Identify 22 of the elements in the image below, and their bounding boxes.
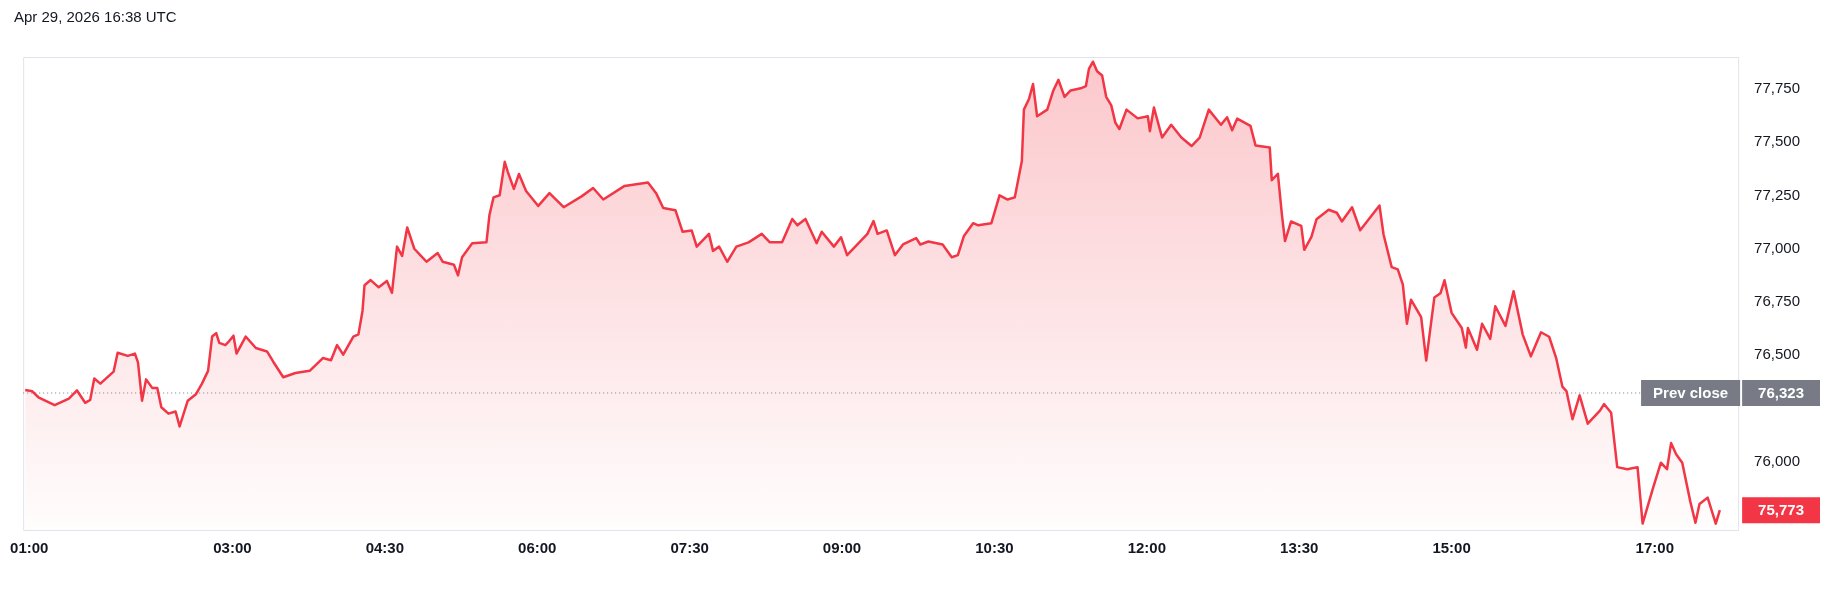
text: 76,323 bbox=[1758, 384, 1805, 402]
x-tick-label: 12:00 bbox=[1127, 539, 1167, 557]
y-tick-label: 76,000 bbox=[1754, 451, 1801, 469]
y-tick-label: 76,500 bbox=[1754, 345, 1801, 363]
x-tick-label: 15:00 bbox=[1432, 539, 1471, 557]
x-tick-label: 13:30 bbox=[1280, 539, 1319, 557]
x-tick-label: 17:00 bbox=[1635, 539, 1674, 557]
x-tick-label: 06:00 bbox=[518, 539, 557, 557]
x-tick-label: 03:00 bbox=[213, 539, 252, 557]
x-tick-label: 01:00 bbox=[10, 539, 49, 557]
x-tick-label: 09:00 bbox=[822, 539, 862, 557]
x-tick-label: 10:30 bbox=[975, 539, 1014, 557]
text: Apr 29, 2026 16:38 UTC bbox=[14, 8, 177, 25]
y-tick-label: 77,500 bbox=[1754, 132, 1801, 150]
text: 75,773 bbox=[1758, 501, 1805, 519]
x-tick-label: 04:30 bbox=[365, 539, 405, 557]
ref-line-label: Prev close bbox=[1653, 384, 1729, 402]
y-tick-label: 77,750 bbox=[1754, 79, 1801, 97]
y-tick-label: 77,250 bbox=[1754, 185, 1801, 203]
y-tick-label: 77,000 bbox=[1754, 238, 1801, 256]
y-tick-label: 76,750 bbox=[1754, 292, 1801, 310]
x-tick-label: 07:30 bbox=[670, 539, 709, 557]
